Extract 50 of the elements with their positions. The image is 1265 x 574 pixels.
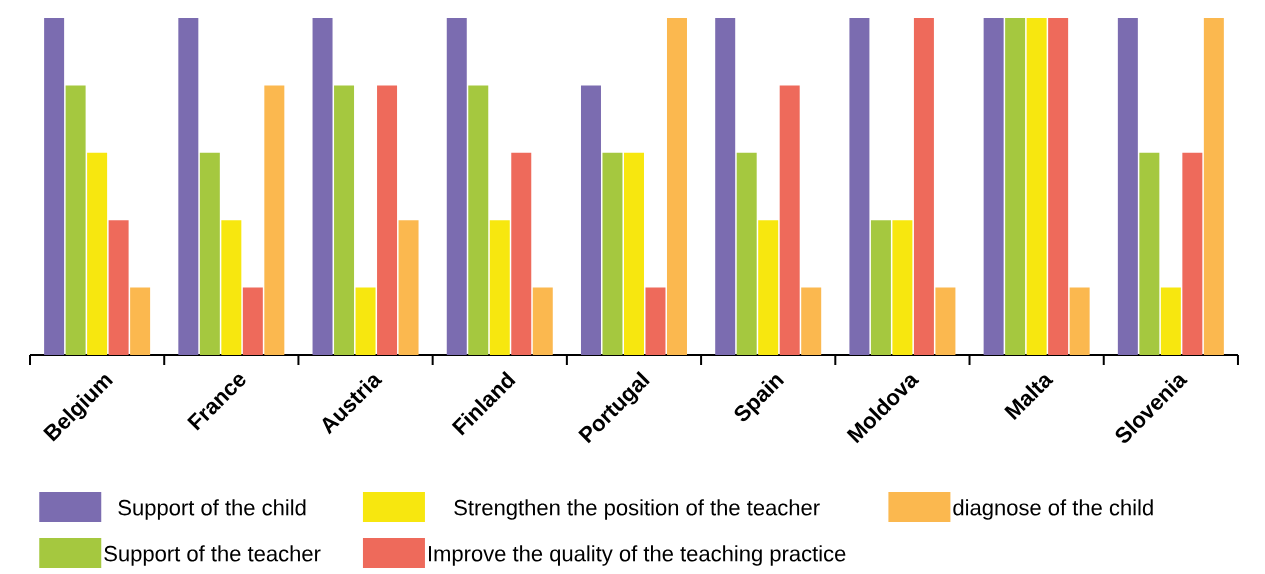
bar: [849, 18, 870, 355]
bar: [1139, 152, 1160, 355]
bar: [1203, 18, 1224, 355]
legend-label: Improve the quality of the teaching practice: [428, 545, 846, 566]
legend-label: Strengthen the position of the teacher: [454, 499, 820, 520]
bar: [108, 220, 129, 355]
bar: [532, 287, 553, 355]
bar: [377, 85, 398, 355]
bar: [983, 18, 1004, 355]
bar: [334, 85, 355, 355]
bar: [779, 85, 800, 355]
bar: [645, 287, 666, 355]
bar: [312, 18, 333, 355]
bar: [355, 287, 376, 355]
bar: [87, 152, 108, 355]
bar: [736, 152, 757, 355]
bar: [65, 85, 86, 355]
bar: [242, 287, 263, 355]
bar: [1048, 18, 1069, 355]
bar: [398, 220, 419, 355]
bar: [666, 18, 687, 355]
bar: [1026, 18, 1047, 355]
legend-label: Support of the teacher: [104, 545, 321, 566]
legend-label: diagnose of the child: [953, 499, 1153, 520]
bar: [178, 18, 199, 355]
bar: [623, 152, 644, 355]
bar: [602, 152, 623, 355]
bar: [446, 18, 467, 355]
bar: [913, 18, 934, 355]
bar: [801, 287, 822, 355]
bar: [758, 220, 779, 355]
legend-label: Support of the child: [118, 499, 306, 520]
bar: [580, 85, 601, 355]
bar: [489, 220, 510, 355]
bar: [715, 18, 736, 355]
bar: [1117, 18, 1138, 355]
bar: [130, 287, 151, 355]
bar: [468, 85, 489, 355]
bar: [892, 220, 913, 355]
bar: [264, 85, 285, 355]
bar: [44, 18, 65, 355]
bar: [1160, 287, 1181, 355]
bar: [1069, 287, 1090, 355]
bar: [199, 152, 220, 355]
bar: [221, 220, 242, 355]
bar: [935, 287, 956, 355]
bar: [1182, 152, 1203, 355]
bar: [511, 152, 532, 355]
bar: [870, 220, 891, 355]
bar: [1005, 18, 1026, 355]
